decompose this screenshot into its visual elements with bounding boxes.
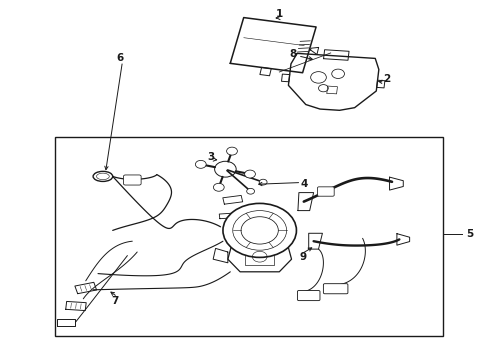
Circle shape [196, 161, 206, 168]
Text: 9: 9 [299, 252, 306, 262]
Polygon shape [219, 213, 232, 219]
Circle shape [214, 183, 224, 191]
FancyBboxPatch shape [318, 187, 334, 196]
Circle shape [215, 161, 236, 177]
Polygon shape [323, 50, 349, 60]
Text: 7: 7 [111, 296, 119, 306]
Text: 8: 8 [290, 49, 296, 59]
Text: 1: 1 [276, 9, 283, 19]
Polygon shape [311, 48, 319, 54]
Ellipse shape [93, 171, 113, 181]
Polygon shape [397, 234, 410, 245]
Circle shape [246, 188, 254, 194]
Polygon shape [228, 241, 292, 272]
Polygon shape [57, 319, 75, 326]
FancyBboxPatch shape [323, 284, 348, 294]
Polygon shape [66, 301, 86, 311]
Polygon shape [223, 195, 243, 204]
Polygon shape [75, 282, 97, 294]
Circle shape [226, 147, 237, 155]
Text: 2: 2 [384, 74, 391, 84]
Circle shape [259, 179, 267, 185]
Bar [55, 137, 443, 336]
FancyBboxPatch shape [297, 291, 320, 301]
Polygon shape [390, 177, 403, 190]
Text: 5: 5 [466, 229, 473, 239]
Polygon shape [213, 248, 228, 263]
Circle shape [245, 170, 255, 178]
Polygon shape [260, 67, 271, 76]
Circle shape [223, 203, 296, 257]
Polygon shape [230, 18, 316, 73]
Polygon shape [377, 80, 385, 88]
FancyBboxPatch shape [123, 175, 141, 185]
Polygon shape [298, 193, 314, 211]
Polygon shape [309, 233, 322, 249]
Polygon shape [282, 74, 290, 82]
Text: 4: 4 [300, 179, 308, 189]
Polygon shape [289, 53, 379, 110]
Text: 6: 6 [117, 53, 123, 63]
Text: 3: 3 [207, 152, 214, 162]
